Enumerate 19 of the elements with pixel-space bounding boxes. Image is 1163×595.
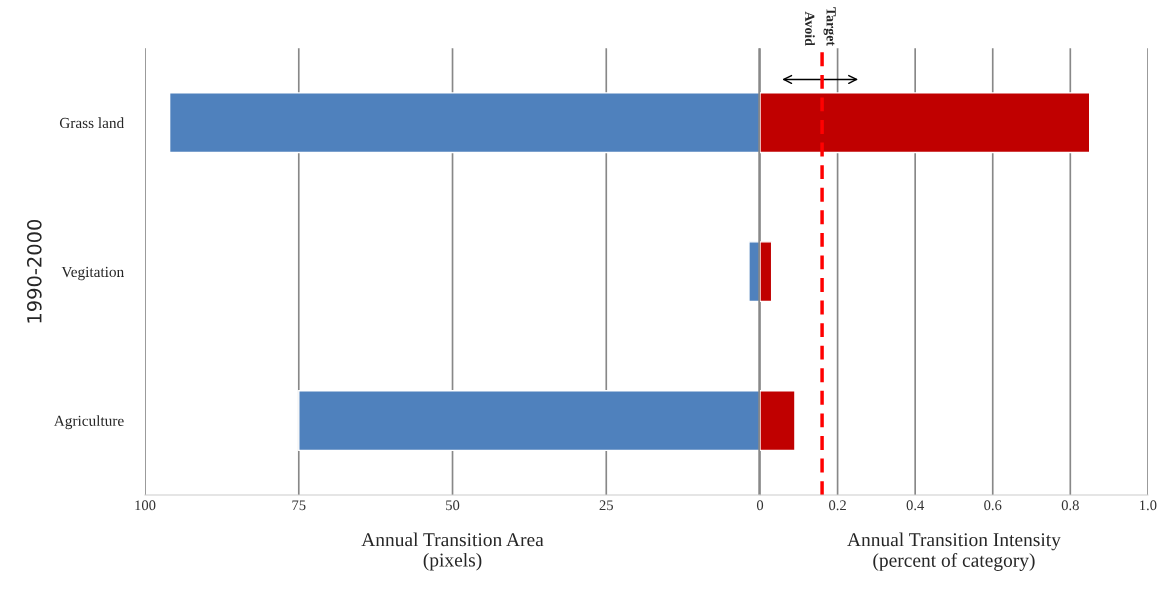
- x-tick-label: 1.0: [1140, 500, 1157, 511]
- x-axis-title: Annual Transition Intensity (percent of category): [847, 532, 1061, 571]
- x-axis-title: Annual Transition Area (pixels): [361, 532, 544, 571]
- text: Target: [823, 7, 836, 46]
- x-tick-label: 0.6: [984, 500, 1002, 511]
- x-tick-label: 0.8: [1061, 500, 1079, 511]
- x-tick-label: 0.4: [906, 500, 925, 511]
- y-tick-label: Agriculture: [53, 415, 124, 430]
- x-tick-label: 0: [756, 500, 764, 511]
- bar: [760, 390, 796, 452]
- y-tick-label: Grass land: [59, 117, 124, 129]
- x-tick-label: 25: [599, 500, 613, 511]
- y-tick-label: Vegitation: [61, 266, 124, 281]
- y-axis-title: 1990-2000: [26, 219, 42, 323]
- x-tick-label: 100: [135, 500, 156, 511]
- text: Avoid: [805, 11, 815, 46]
- x-tick-label: 0.2: [829, 500, 846, 511]
- x-tick-label: 75: [292, 500, 306, 511]
- x-tick-label: 50: [446, 500, 460, 511]
